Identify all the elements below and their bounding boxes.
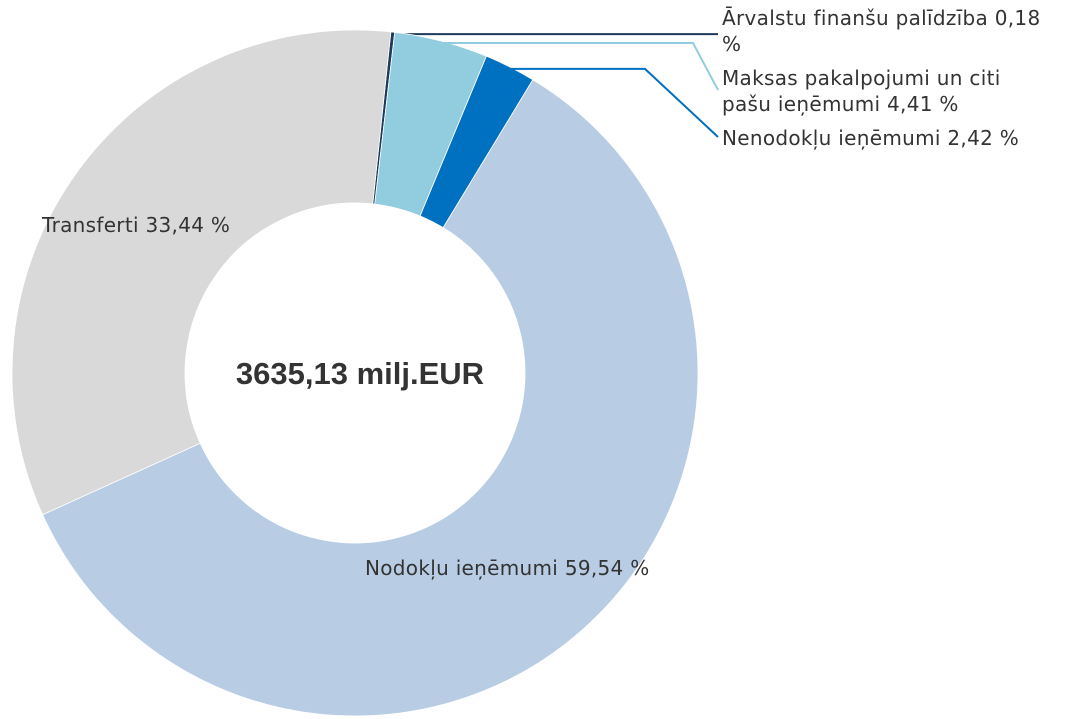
slice-label: Maksas pakalpojumi un citi pašu ieņēmumi… [722,65,1052,117]
slice-label: Nenodokļu ieņēmumi 2,42 % [722,125,1062,151]
center-label: 3635,13 milj.EUR [236,356,484,391]
slice-value: 2,42 % [947,126,1020,150]
donut-slice [11,29,392,516]
leader-line [509,67,719,138]
slice-value: 59,54 % [564,556,650,580]
slice-label: Ārvalstu finanšu palīdzība 0,18 % [722,5,1052,57]
slice-value: 33,44 % [145,213,231,237]
slice-name: Nodokļu ieņēmumi [365,556,559,580]
slice-label: Nodokļu ieņēmumi 59,54 % [365,555,650,581]
slice-name: Maksas pakalpojumi un citi pašu ieņēmumi [722,66,1001,116]
slice-value: 4,41 % [887,92,959,116]
donut-slice [42,79,699,717]
slice-name: Transferti [42,213,139,237]
slice-label: Transferti 33,44 % [42,212,230,238]
leader-line [440,41,719,91]
slice-name: Nenodokļu ieņēmumi [722,126,941,150]
slice-name: Ārvalstu finanšu palīdzība [722,6,989,30]
slice-value: 0,18 % [722,6,1041,56]
